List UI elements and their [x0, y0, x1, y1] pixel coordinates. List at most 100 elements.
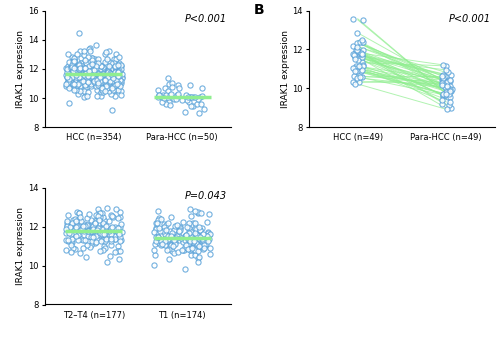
Point: [94, 71, 102, 77]
Point: [91, 76, 99, 82]
Point: [104, 74, 112, 80]
Point: [78, 65, 86, 71]
Point: [63, 74, 71, 79]
Point: [65, 59, 73, 65]
Point: [351, 65, 359, 71]
Point: [82, 64, 90, 70]
Point: [97, 75, 105, 80]
Point: [358, 74, 366, 80]
Point: [85, 75, 93, 81]
Point: [166, 92, 174, 98]
Point: [112, 72, 120, 78]
Point: [440, 73, 448, 79]
Point: [96, 248, 104, 253]
Point: [108, 107, 116, 113]
Point: [182, 232, 190, 237]
Point: [110, 237, 118, 242]
Point: [154, 240, 162, 246]
Point: [191, 252, 199, 257]
Point: [98, 210, 106, 215]
Point: [161, 231, 169, 237]
Point: [160, 221, 168, 227]
Point: [100, 76, 108, 81]
Point: [350, 73, 358, 79]
Point: [104, 77, 112, 83]
Point: [72, 72, 80, 78]
Point: [108, 71, 116, 77]
Point: [94, 206, 102, 212]
Point: [86, 69, 94, 74]
Point: [444, 85, 452, 91]
Point: [170, 250, 177, 255]
Point: [441, 83, 449, 89]
Point: [438, 102, 446, 107]
Point: [154, 215, 162, 221]
Point: [196, 94, 204, 100]
Point: [68, 68, 76, 74]
Point: [166, 92, 174, 97]
Point: [72, 233, 80, 238]
Point: [174, 91, 182, 97]
Point: [84, 63, 92, 69]
Point: [78, 83, 86, 89]
Point: [70, 60, 78, 65]
Point: [72, 75, 80, 81]
Point: [104, 63, 112, 69]
Point: [356, 51, 364, 57]
Point: [110, 228, 118, 233]
Point: [194, 238, 202, 243]
Point: [106, 231, 114, 236]
Point: [79, 223, 87, 229]
Point: [72, 66, 80, 72]
Point: [71, 217, 79, 222]
Point: [84, 233, 92, 239]
Point: [92, 42, 100, 48]
Point: [195, 237, 203, 242]
Point: [181, 110, 189, 115]
Point: [100, 59, 108, 65]
Point: [96, 225, 104, 231]
Point: [102, 232, 110, 238]
Point: [75, 66, 83, 72]
Point: [75, 210, 83, 215]
Point: [100, 218, 108, 223]
Point: [187, 233, 195, 238]
Point: [64, 69, 72, 75]
Point: [91, 71, 99, 77]
Point: [161, 85, 169, 91]
Point: [158, 99, 166, 105]
Point: [90, 71, 98, 76]
Point: [349, 52, 357, 57]
Point: [352, 69, 360, 74]
Point: [94, 214, 102, 219]
Point: [186, 94, 194, 100]
Point: [158, 239, 166, 244]
Point: [101, 77, 109, 83]
Point: [95, 79, 103, 85]
Point: [193, 241, 201, 247]
Point: [116, 77, 124, 83]
Point: [158, 228, 166, 233]
Point: [113, 79, 121, 85]
Point: [440, 75, 448, 80]
Point: [448, 86, 456, 92]
Point: [70, 81, 78, 86]
Point: [165, 246, 173, 252]
Point: [80, 228, 88, 234]
Point: [184, 236, 192, 241]
Point: [109, 79, 117, 84]
Point: [69, 80, 77, 86]
Point: [93, 93, 101, 99]
Point: [104, 58, 112, 64]
Point: [70, 81, 78, 86]
Point: [96, 66, 104, 72]
Point: [87, 243, 95, 248]
Point: [114, 243, 122, 248]
Point: [446, 99, 454, 105]
Text: P<0.001: P<0.001: [449, 14, 492, 24]
Point: [111, 65, 119, 70]
Point: [76, 65, 84, 71]
Point: [76, 250, 84, 256]
Point: [88, 83, 96, 88]
Point: [76, 89, 84, 94]
